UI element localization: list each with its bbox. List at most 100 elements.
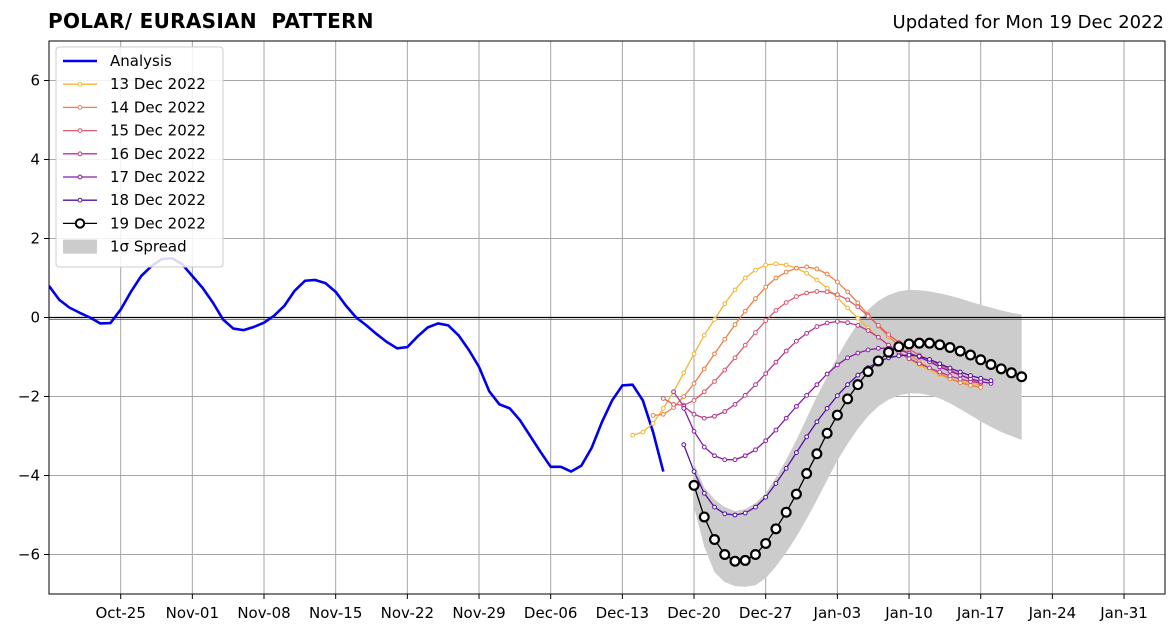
y-axis: 6 4 2 0 −2 −4 −6: [18, 72, 49, 564]
forecast-point: [947, 373, 953, 379]
x-tick-label: Jan-31: [1099, 604, 1148, 622]
x-tick-label: Nov-29: [452, 604, 505, 622]
current-forecast-point: [801, 468, 813, 480]
x-tick-label: Dec-20: [667, 604, 721, 622]
x-tick-label: Nov-08: [237, 604, 290, 622]
spread-band: [694, 289, 1022, 587]
forecast-point: [753, 504, 758, 510]
plot-content: [49, 256, 1165, 587]
legend-item: 13 Dec 2022: [63, 75, 206, 93]
forecast-point: [783, 415, 789, 421]
forecast-point: [783, 465, 789, 471]
x-tick-label: Dec-06: [524, 604, 578, 622]
current-forecast-point: [1016, 371, 1028, 383]
forecast-point: [845, 289, 851, 295]
forecast-point: [691, 351, 697, 357]
forecast-point: [691, 428, 697, 434]
forecast-point: [732, 457, 738, 463]
legend-item: 1σ Spread: [63, 238, 187, 256]
forecast-point: [978, 375, 984, 381]
current-forecast-point: [893, 341, 905, 353]
forecast-point: [763, 262, 769, 268]
forecast-point: [794, 294, 799, 299]
current-forecast-point: [985, 359, 997, 371]
forecast-point: [875, 345, 881, 351]
forecast-point: [732, 355, 738, 361]
legend-label: 17 Dec 2022: [110, 168, 206, 186]
current-forecast-series: [688, 337, 1028, 567]
forecast-point: [875, 323, 881, 328]
analysis-line: [49, 256, 665, 473]
forecast-point: [722, 336, 728, 342]
forecast-point: [660, 396, 666, 401]
legend: Analysis 13 Dec 2022 14 Dec 2022 15 Dec 202…: [55, 46, 224, 268]
forecast-point: [712, 413, 717, 419]
current-forecast-point: [872, 355, 884, 367]
current-forecast-point: [749, 548, 761, 560]
forecast-point: [763, 318, 769, 324]
forecast-point: [691, 381, 697, 386]
forecast-point: [794, 403, 799, 409]
forecast-point: [855, 300, 861, 306]
legend-item: 17 Dec 2022: [63, 168, 206, 186]
legend-item: Analysis: [63, 52, 172, 70]
y-tick-label: 4: [30, 151, 40, 169]
current-forecast-point: [852, 379, 864, 391]
forecast-point: [681, 394, 687, 399]
forecast-point: [753, 447, 758, 453]
legend-swatch-marker: [77, 197, 83, 203]
legend-label: 1σ Spread: [110, 238, 187, 256]
forecast-point: [834, 279, 840, 285]
forecast-point: [640, 429, 646, 435]
current-forecast-point: [780, 506, 792, 518]
forecast-point: [650, 420, 656, 426]
forecast-point: [804, 270, 810, 276]
forecast-point: [660, 411, 666, 417]
forecast-point: [701, 332, 707, 338]
forecast-point: [763, 284, 769, 290]
y-tick-label: 0: [30, 309, 40, 327]
forecast-point: [753, 382, 758, 388]
forecast-point: [650, 413, 656, 418]
forecast-point: [742, 342, 748, 348]
forecast-point: [681, 405, 687, 411]
legend-swatch-marker: [77, 81, 83, 87]
forecast-point: [722, 511, 728, 517]
current-forecast-point: [790, 488, 802, 500]
forecast-point: [763, 494, 769, 500]
forecast-point: [701, 444, 707, 450]
forecast-point: [783, 348, 789, 354]
forecast-point: [691, 398, 697, 403]
forecast-point: [722, 409, 728, 414]
forecast-point: [773, 275, 779, 281]
current-forecast-point: [964, 349, 976, 361]
x-tick-label: Dec-13: [596, 604, 650, 622]
forecast-point: [834, 319, 840, 324]
legend-label: 18 Dec 2022: [110, 191, 206, 209]
forecast-point: [712, 453, 717, 459]
forecast-point: [742, 453, 748, 459]
forecast-point: [783, 300, 789, 305]
forecast-point: [722, 457, 728, 463]
forecast-point: [906, 352, 912, 358]
current-forecast-point: [944, 342, 956, 354]
current-forecast-point: [821, 427, 833, 439]
forecast-point: [988, 378, 994, 384]
forecast-point: [957, 376, 963, 382]
current-forecast-point: [913, 337, 925, 349]
forecast-point: [794, 450, 799, 455]
current-forecast-point: [709, 533, 721, 545]
forecast-point: [855, 304, 861, 310]
forecast-point: [712, 504, 717, 510]
forecast-point: [773, 261, 779, 267]
forecast-point: [722, 367, 728, 373]
forecast-point: [701, 490, 707, 496]
forecast-point: [834, 393, 840, 399]
forecast-point: [927, 356, 932, 362]
forecast-point: [732, 512, 738, 518]
legend-item: 14 Dec 2022: [63, 98, 206, 116]
forecast-point: [691, 411, 697, 417]
forecast-point: [804, 290, 810, 296]
forecast-point: [886, 332, 891, 337]
